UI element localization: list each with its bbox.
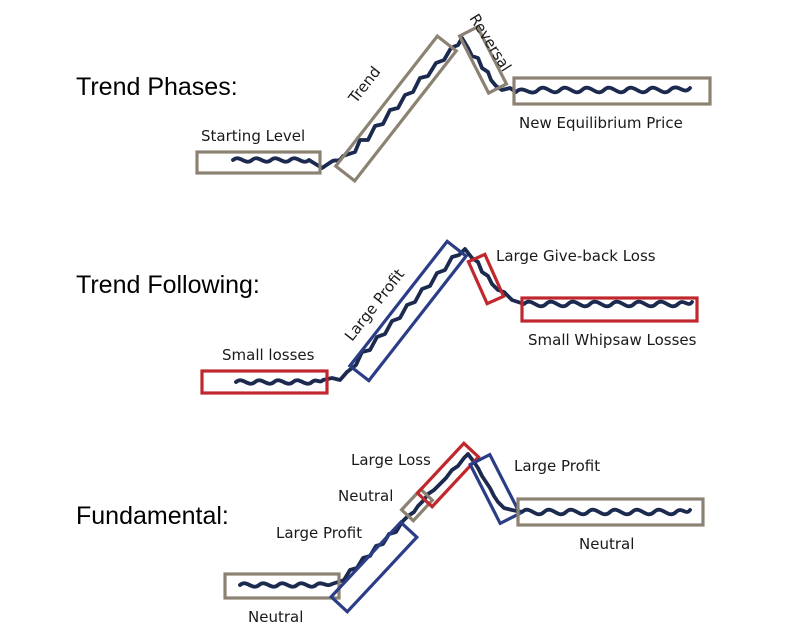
segment-box-large-profit	[347, 239, 469, 383]
segment-box-whipsaw-losses	[520, 296, 699, 323]
row-title: Trend Following:	[76, 271, 260, 299]
row-trend-phases: Trend Phases: Starting Level Trend Rever…	[76, 11, 712, 184]
segment-box-trend	[333, 33, 459, 184]
segment-box-large-loss	[415, 441, 481, 509]
segment-label-large-loss: Large Loss	[351, 451, 431, 469]
segment-label-give-back-loss: Large Give-back Loss	[496, 247, 656, 265]
segment-box-give-back-loss	[466, 252, 506, 306]
price-wave	[238, 452, 692, 589]
row-fundamental: Fundamental: Neutral Large Profit Neutra…	[76, 441, 705, 626]
segment-label-large-profit-up: Large Profit	[276, 524, 362, 542]
segment-label-large-profit-down: Large Profit	[514, 457, 600, 475]
row-title: Trend Phases:	[76, 73, 238, 101]
segment-box-starting-level	[195, 150, 322, 175]
segment-box-new-equilibrium	[512, 76, 712, 106]
segment-box-neutral-mid	[399, 487, 435, 523]
segment-label-neutral-mid: Neutral	[338, 487, 393, 505]
segment-box-large-profit-down	[468, 452, 522, 526]
segment-label-trend: Trend	[344, 63, 384, 107]
segment-label-neutral-start: Neutral	[248, 608, 303, 626]
price-wave	[231, 36, 692, 170]
segment-label-new-equilibrium: New Equilibrium Price	[519, 114, 683, 132]
segment-box-reversal	[457, 24, 509, 96]
segment-box-large-profit-up	[328, 519, 420, 615]
segment-label-whipsaw-losses: Small Whipsaw Losses	[528, 331, 697, 349]
price-wave	[234, 247, 694, 386]
segment-label-small-losses: Small losses	[222, 346, 315, 364]
row-title: Fundamental:	[76, 502, 229, 530]
segment-box-neutral-end	[516, 497, 705, 527]
row-trend-following: Trend Following: Small losses Large Prof…	[76, 239, 699, 395]
segment-label-neutral-end: Neutral	[579, 535, 634, 553]
segment-label-starting-level: Starting Level	[201, 127, 305, 145]
segment-box-neutral-start	[223, 572, 341, 600]
segment-box-small-losses	[200, 369, 329, 395]
